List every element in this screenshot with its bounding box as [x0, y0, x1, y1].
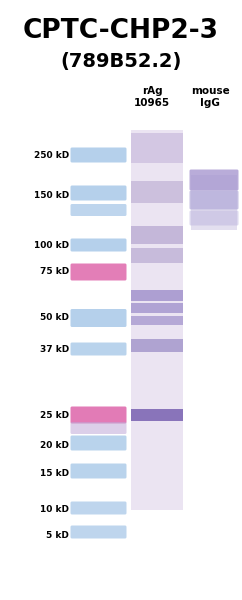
FancyBboxPatch shape [70, 436, 127, 451]
Bar [131, 133, 183, 163]
FancyBboxPatch shape [70, 407, 127, 424]
Text: 37 kD: 37 kD [40, 346, 69, 355]
Text: 75 kD: 75 kD [40, 268, 69, 277]
Text: 15 kD: 15 kD [40, 469, 69, 478]
Bar [131, 338, 183, 352]
FancyBboxPatch shape [70, 148, 127, 163]
Text: 25 kD: 25 kD [40, 410, 69, 419]
FancyBboxPatch shape [70, 238, 127, 251]
Bar [131, 303, 183, 313]
Bar [131, 316, 183, 325]
FancyBboxPatch shape [70, 263, 127, 280]
Bar [131, 181, 183, 203]
Text: 20 kD: 20 kD [40, 440, 69, 449]
Bar [131, 226, 183, 244]
Text: 250 kD: 250 kD [34, 151, 69, 160]
FancyBboxPatch shape [70, 343, 127, 355]
Text: CPTC-CHP2-3: CPTC-CHP2-3 [23, 18, 219, 44]
FancyBboxPatch shape [70, 463, 127, 479]
Bar [131, 289, 183, 301]
Bar [131, 247, 183, 263]
Text: 150 kD: 150 kD [34, 191, 69, 199]
Bar [131, 130, 183, 510]
FancyBboxPatch shape [70, 526, 127, 539]
Bar [191, 175, 237, 230]
FancyBboxPatch shape [70, 422, 127, 434]
Text: 50 kD: 50 kD [40, 313, 69, 323]
Text: mouse
IgG: mouse IgG [191, 86, 229, 108]
FancyBboxPatch shape [189, 191, 239, 209]
Text: 5 kD: 5 kD [46, 530, 69, 539]
Text: (789B52.2): (789B52.2) [60, 52, 182, 71]
Bar [131, 409, 183, 421]
FancyBboxPatch shape [70, 185, 127, 200]
FancyBboxPatch shape [189, 211, 239, 226]
Text: 10 kD: 10 kD [40, 505, 69, 514]
Text: 100 kD: 100 kD [34, 241, 69, 250]
FancyBboxPatch shape [189, 169, 239, 191]
FancyBboxPatch shape [70, 204, 127, 216]
FancyBboxPatch shape [70, 502, 127, 514]
Text: rAg
10965: rAg 10965 [134, 86, 170, 108]
FancyBboxPatch shape [70, 309, 127, 327]
